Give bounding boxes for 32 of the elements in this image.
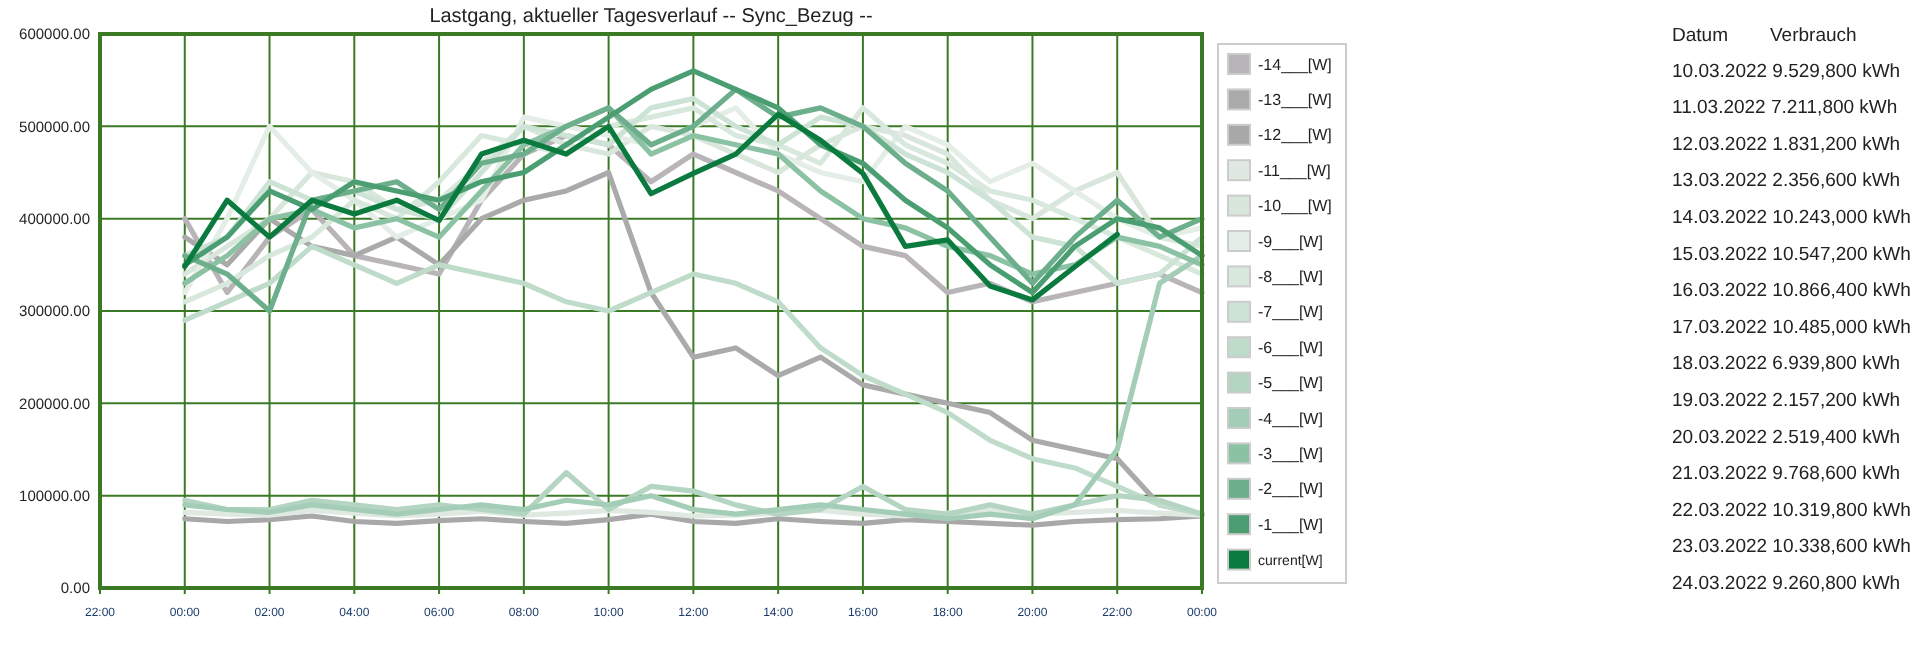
legend-label: -1___[W] <box>1258 515 1323 534</box>
text: 12.03.2022 1.831,200 kWh <box>1672 133 1901 156</box>
text: 19.03.2022 2.157,200 kWh <box>1672 390 1901 413</box>
legend-label: -7___[W] <box>1258 303 1323 322</box>
text: 14.03.2022 10.243,000 kWh <box>1672 207 1911 230</box>
chart-title: Lastgang, aktueller Tagesverlauf -- Sync_Bezug -- <box>429 6 873 28</box>
legend-label: -8___[W] <box>1258 268 1323 286</box>
legend-label: -2___[W] <box>1258 480 1323 499</box>
legend-label: -11___[W] <box>1258 161 1331 180</box>
text: 15.03.2022 10.547,200 kWh <box>1672 243 1911 266</box>
text: 21.03.2022 9.768,600 kWh <box>1672 463 1901 486</box>
text: Datum <box>1672 24 1729 47</box>
legend-label: -10___[W] <box>1258 197 1332 216</box>
legend-label: -5___[W] <box>1258 374 1323 393</box>
text: Verbrauch <box>1770 24 1857 47</box>
text: 17.03.2022 10.485,000 kWh <box>1672 316 1911 339</box>
legend-label: -6___[W] <box>1258 338 1323 357</box>
legend-label: -3___[W] <box>1258 445 1323 463</box>
text: 10.03.2022 9.529,800 kWh <box>1672 60 1901 83</box>
text: 16.03.2022 10.866,400 kWh <box>1672 280 1911 303</box>
text: 24.03.2022 9.260,800 kWh <box>1672 573 1901 596</box>
legend-label: -4___[W] <box>1258 409 1323 428</box>
legend-label: -14___[W] <box>1258 55 1332 74</box>
text: 13.03.2022 2.356,600 kWh <box>1672 170 1901 193</box>
text: 11.03.2022 7.211,800 kWh <box>1672 97 1898 120</box>
legend-label: -9___[W] <box>1258 232 1323 251</box>
text: 22.03.2022 10.319,800 kWh <box>1672 499 1911 522</box>
text: 18.03.2022 6.939,800 kWh <box>1672 353 1901 376</box>
legend-label: -12___[W] <box>1258 126 1332 145</box>
text: 23.03.2022 10.338,600 kWh <box>1672 536 1911 559</box>
text: 20.03.2022 2.519,400 kWh <box>1672 426 1901 449</box>
legend-label: -13___[W] <box>1258 91 1332 109</box>
